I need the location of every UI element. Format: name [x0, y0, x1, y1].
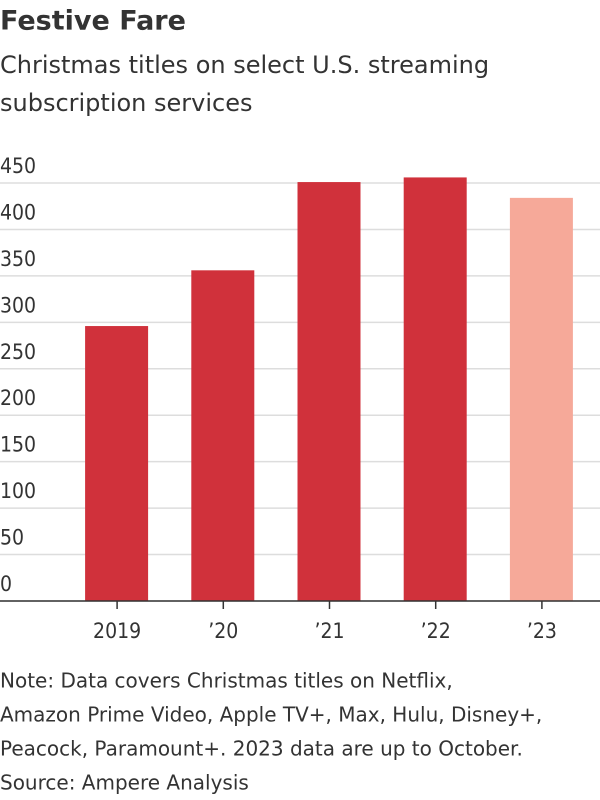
bar	[509, 197, 573, 601]
bar	[85, 326, 149, 601]
bar	[191, 270, 255, 601]
source: Source: Ampere Analysis	[0, 771, 249, 795]
y-tick-label: 50	[0, 526, 24, 550]
bar	[297, 182, 361, 601]
y-tick-label: 450	[0, 154, 36, 178]
chart-subtitle: subscription services	[0, 89, 253, 117]
bar	[403, 177, 467, 601]
y-tick-label: 200	[0, 386, 36, 410]
chart-title: Festive Fare	[0, 6, 186, 37]
y-tick-label: 350	[0, 247, 36, 271]
x-tick-label: ’22	[421, 619, 451, 643]
note: Amazon Prime Video, Apple TV+, Max, Hulu…	[0, 703, 542, 727]
y-tick-label: 400	[0, 200, 36, 224]
x-tick-label: 2019	[93, 619, 141, 643]
y-tick-label: 0	[0, 572, 12, 596]
x-tick-label: ’23	[527, 619, 557, 643]
x-tick-label: ’21	[314, 619, 344, 643]
y-tick-label: 150	[0, 433, 36, 457]
chart-subtitle: Christmas titles on select U.S. streamin…	[0, 51, 489, 79]
note: Peacock, Paramount+. 2023 data are up to…	[0, 737, 523, 761]
y-tick-label: 250	[0, 340, 36, 364]
y-tick-label: 300	[0, 293, 36, 317]
y-tick-label: 100	[0, 479, 36, 503]
note: Note: Data covers Christmas titles on Ne…	[0, 669, 453, 693]
x-tick-label: ’20	[208, 619, 238, 643]
